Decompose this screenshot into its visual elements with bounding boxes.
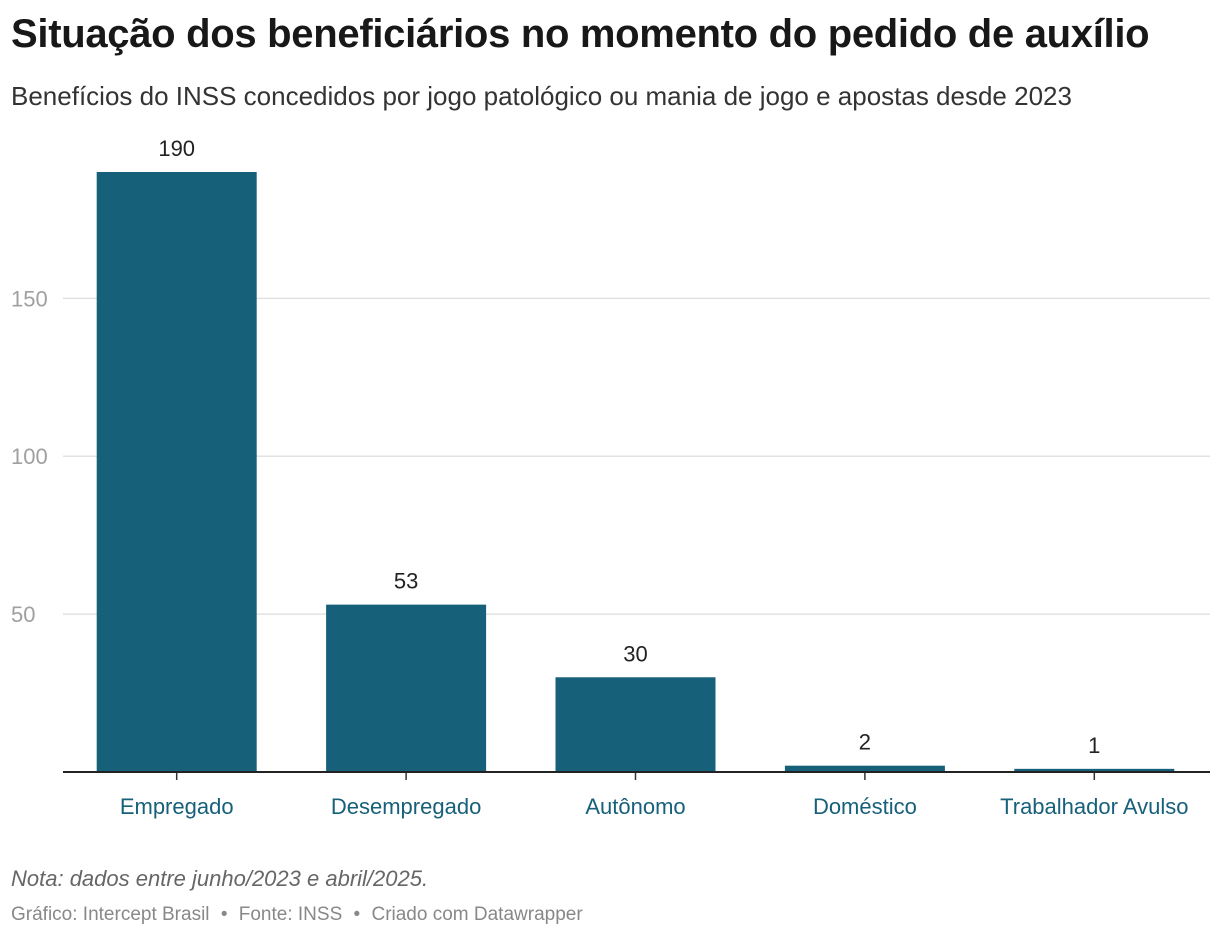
bar-value-label: 53 xyxy=(394,569,418,594)
chart-footer: Gráfico: Intercept Brasil • Fonte: INSS … xyxy=(11,904,583,926)
y-tick-label: 150 xyxy=(11,286,48,311)
footer-separator: • xyxy=(353,904,361,925)
bar[interactable] xyxy=(784,765,945,772)
x-category-label: Empregado xyxy=(120,794,234,819)
y-tick-label: 50 xyxy=(11,602,35,627)
footer-separator: • xyxy=(220,904,228,925)
x-category-label: Desempregado xyxy=(331,794,481,819)
chart-title: Situação dos beneficiários no momento do… xyxy=(11,12,1150,56)
bar[interactable] xyxy=(96,172,257,772)
bar-value-label: 30 xyxy=(623,641,647,666)
bar[interactable] xyxy=(326,604,487,772)
credit-text: Gráfico: Intercept Brasil xyxy=(11,904,210,925)
x-category-label: Trabalhador Avulso xyxy=(1000,794,1188,819)
y-tick-label: 100 xyxy=(11,444,48,469)
source-text: Fonte: INSS xyxy=(238,904,343,925)
bar-value-label: 2 xyxy=(859,730,871,755)
x-category-label: Doméstico xyxy=(813,794,917,819)
tool-credit-link[interactable]: Criado com Datawrapper xyxy=(371,904,583,925)
chart-subtitle: Benefícios do INSS concedidos por jogo p… xyxy=(11,81,1072,111)
bar[interactable] xyxy=(1014,768,1175,772)
bar-value-label: 1 xyxy=(1088,733,1100,758)
chart-note: Nota: dados entre junho/2023 e abril/202… xyxy=(11,866,429,891)
bar[interactable] xyxy=(555,677,716,772)
bar-value-label: 190 xyxy=(158,136,195,161)
x-category-label: Autônomo xyxy=(585,794,685,819)
